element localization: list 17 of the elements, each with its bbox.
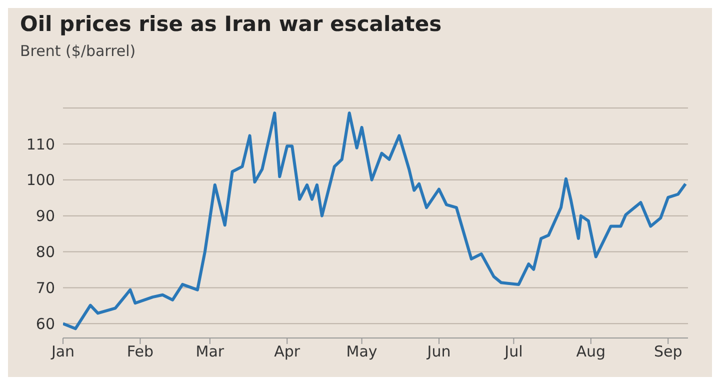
chart-title: Oil prices rise as Iran war escalates xyxy=(20,12,442,36)
x-tick-label: Jul xyxy=(504,342,523,361)
x-tick-label: Sep xyxy=(654,342,682,361)
y-tick-label: 70 xyxy=(36,279,55,298)
x-tick-label: Aug xyxy=(576,342,606,361)
y-tick-label: 110 xyxy=(26,135,55,154)
y-tick-label: 90 xyxy=(36,207,55,226)
y-tick-label: 100 xyxy=(26,171,55,190)
x-tick-label: Feb xyxy=(126,342,154,361)
x-tick-label: Mar xyxy=(196,342,225,361)
x-tick-label: Apr xyxy=(274,342,301,361)
chart-subtitle: Brent ($/barrel) xyxy=(20,42,136,60)
y-tick-label: 80 xyxy=(36,243,55,262)
y-tick-label: 60 xyxy=(36,314,55,333)
x-tick-label: Jan xyxy=(50,342,75,361)
x-tick-label: May xyxy=(346,342,378,361)
x-tick-label: Jun xyxy=(426,342,451,361)
